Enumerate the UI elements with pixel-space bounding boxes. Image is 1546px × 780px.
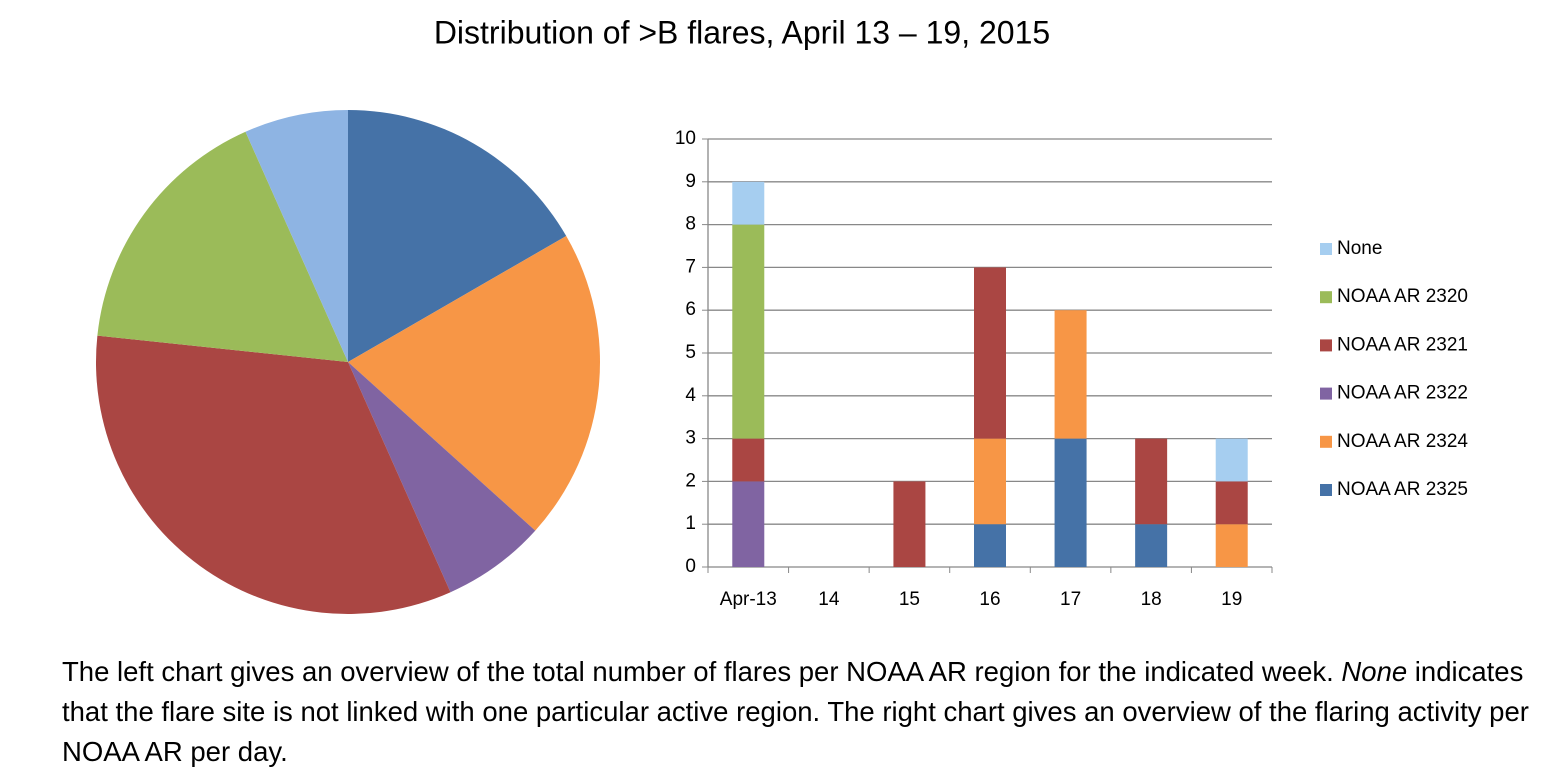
pie-slice xyxy=(97,131,348,362)
bar-segment xyxy=(732,181,765,225)
caption-text: None xyxy=(1341,656,1408,687)
bar-segment xyxy=(1215,524,1248,567)
chart-title: Distribution of >B flares, April 13 – 19… xyxy=(434,14,1050,50)
x-tick-label: 19 xyxy=(1221,589,1242,610)
legend-label: NOAA AR 2322 xyxy=(1337,383,1468,404)
pie-slice xyxy=(348,236,600,531)
bar-segment xyxy=(1135,524,1168,567)
caption-text: indicates that the flare site is not lin… xyxy=(62,656,1529,767)
y-tick-label: 3 xyxy=(685,428,696,449)
legend-swatch xyxy=(1320,484,1332,496)
caption: The left chart gives an overview of the … xyxy=(62,652,1542,772)
bar-segment xyxy=(1215,438,1248,482)
y-tick-label: 0 xyxy=(685,556,696,577)
bar-segment xyxy=(732,438,765,482)
x-tick-label: 14 xyxy=(818,589,840,610)
bar-segment xyxy=(974,438,1006,525)
y-tick-label: 7 xyxy=(685,256,696,277)
y-tick-label: 9 xyxy=(685,171,696,192)
bar-segment xyxy=(974,524,1006,567)
x-tick-label: Apr-13 xyxy=(720,589,777,610)
legend-label: NOAA AR 2321 xyxy=(1337,334,1468,355)
y-tick-label: 8 xyxy=(685,214,696,235)
bar-segment xyxy=(1054,310,1087,439)
bar-segment xyxy=(974,267,1006,439)
x-tick-label: 16 xyxy=(979,589,1000,610)
chart: Distribution of >B flares, April 13 – 19… xyxy=(95,14,1468,615)
pie-slice xyxy=(245,110,348,362)
legend-swatch xyxy=(1320,339,1332,352)
x-tick-label: 17 xyxy=(1060,589,1081,610)
pie-slice xyxy=(348,362,536,593)
legend-swatch xyxy=(1320,291,1332,304)
bar-segment xyxy=(893,481,926,567)
x-tick-label: 15 xyxy=(899,589,920,610)
legend-label: NOAA AR 2325 xyxy=(1337,479,1468,500)
bar-segment xyxy=(1215,481,1248,525)
bar-segment xyxy=(1135,438,1168,525)
legend-swatch xyxy=(1320,435,1332,448)
legend-swatch xyxy=(1320,387,1332,400)
bar-segment xyxy=(732,481,765,567)
legend-label: None xyxy=(1337,238,1382,259)
y-tick-label: 5 xyxy=(685,342,696,363)
y-tick-label: 10 xyxy=(675,128,696,149)
y-tick-label: 6 xyxy=(685,299,696,320)
x-tick-label: 18 xyxy=(1141,589,1162,610)
y-tick-label: 2 xyxy=(685,470,696,491)
pie-slice xyxy=(95,335,451,615)
caption-text: The left chart gives an overview of the … xyxy=(62,656,1342,687)
legend-label: NOAA AR 2320 xyxy=(1337,286,1468,307)
bar-segment xyxy=(1054,438,1087,567)
legend-swatch xyxy=(1320,243,1332,255)
legend-label: NOAA AR 2324 xyxy=(1337,431,1468,452)
pie-slice xyxy=(348,110,567,362)
y-tick-label: 1 xyxy=(685,513,696,534)
y-tick-label: 4 xyxy=(685,385,696,406)
bar-segment xyxy=(732,224,765,439)
